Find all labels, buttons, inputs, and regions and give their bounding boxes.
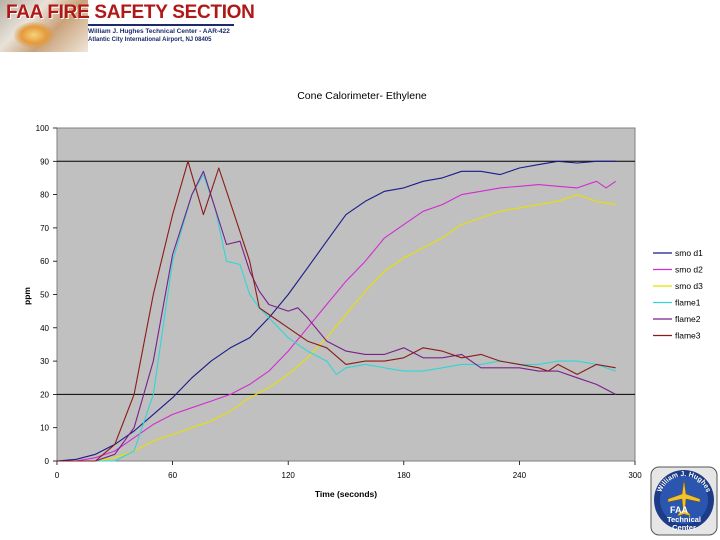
series-lines	[56, 160, 617, 462]
y-tick-label: 70	[40, 224, 49, 233]
x-tick-label: 60	[168, 471, 177, 480]
flame-graphic	[14, 22, 54, 48]
legend-label: smo d1	[675, 248, 703, 258]
faa-technical-center-logo: William J. Hughes FAA Technical Center	[650, 466, 718, 536]
y-axis-label: ppm	[22, 287, 32, 305]
y-tick-label: 60	[40, 257, 49, 266]
header-banner: FAA FIRE SAFETY SECTION William J. Hughe…	[0, 0, 255, 52]
header-divider	[88, 24, 234, 26]
series-line-smo-d2	[57, 180, 617, 462]
legend-label: flame2	[675, 314, 701, 324]
y-tick-label: 30	[40, 357, 49, 366]
x-tick-label: 0	[55, 471, 60, 480]
brand-title: FAA FIRE SAFETY SECTION	[6, 2, 255, 23]
y-tick-label: 50	[40, 291, 49, 300]
header-photo	[0, 0, 88, 52]
series-line-flame2	[57, 170, 616, 462]
logo-line-1: Technical	[667, 515, 701, 524]
x-tick-label: 300	[628, 471, 642, 480]
y-tick-label: 10	[40, 424, 49, 433]
legend-label: flame1	[675, 298, 701, 308]
y-tick-label: 0	[45, 457, 50, 466]
chart-title: Cone Calorimeter- Ethylene	[297, 90, 427, 102]
x-axis-label: Time (seconds)	[315, 489, 377, 499]
y-tick-label: 20	[40, 390, 49, 399]
header-line-2: Atlantic City International Airport, NJ …	[88, 37, 212, 43]
header-line-1: William J. Hughes Technical Center - AAR…	[88, 28, 230, 35]
x-tick-label: 120	[282, 471, 296, 480]
series-line-flame3	[57, 160, 616, 462]
legend-label: flame3	[675, 331, 701, 341]
plot-area	[56, 127, 636, 462]
y-tick-label: 80	[40, 191, 49, 200]
y-tick-label: 90	[40, 157, 49, 166]
y-tick-label: 40	[40, 324, 49, 333]
legend-label: smo d2	[675, 265, 703, 275]
legend-label: smo d3	[675, 281, 703, 291]
x-tick-label: 180	[397, 471, 411, 480]
x-axis-ticks: 0 60 120 180 240 300	[55, 461, 642, 480]
logo-line-2: Center	[672, 523, 696, 532]
legend: smo d1 smo d2 smo d3 flame1 flame2 flame3	[653, 248, 703, 341]
y-tick-label: 100	[36, 124, 50, 133]
series-line-smo-d1	[56, 160, 616, 462]
logo-faa: FAA	[670, 505, 689, 515]
series-line-smo-d3	[57, 194, 616, 462]
airplane-icon	[667, 479, 701, 517]
y-axis-ticks: 0 10 20 30 40 50 60 70 80 90 100	[36, 124, 57, 466]
x-tick-label: 240	[513, 471, 527, 480]
